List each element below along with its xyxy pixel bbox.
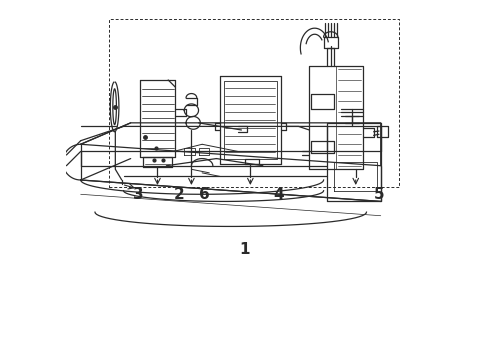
Text: 4: 4 xyxy=(273,187,284,202)
Text: 2: 2 xyxy=(173,187,184,202)
Text: 6: 6 xyxy=(198,187,209,202)
Text: 3: 3 xyxy=(132,187,143,202)
Text: 5: 5 xyxy=(374,187,384,202)
Text: 1: 1 xyxy=(240,242,250,257)
